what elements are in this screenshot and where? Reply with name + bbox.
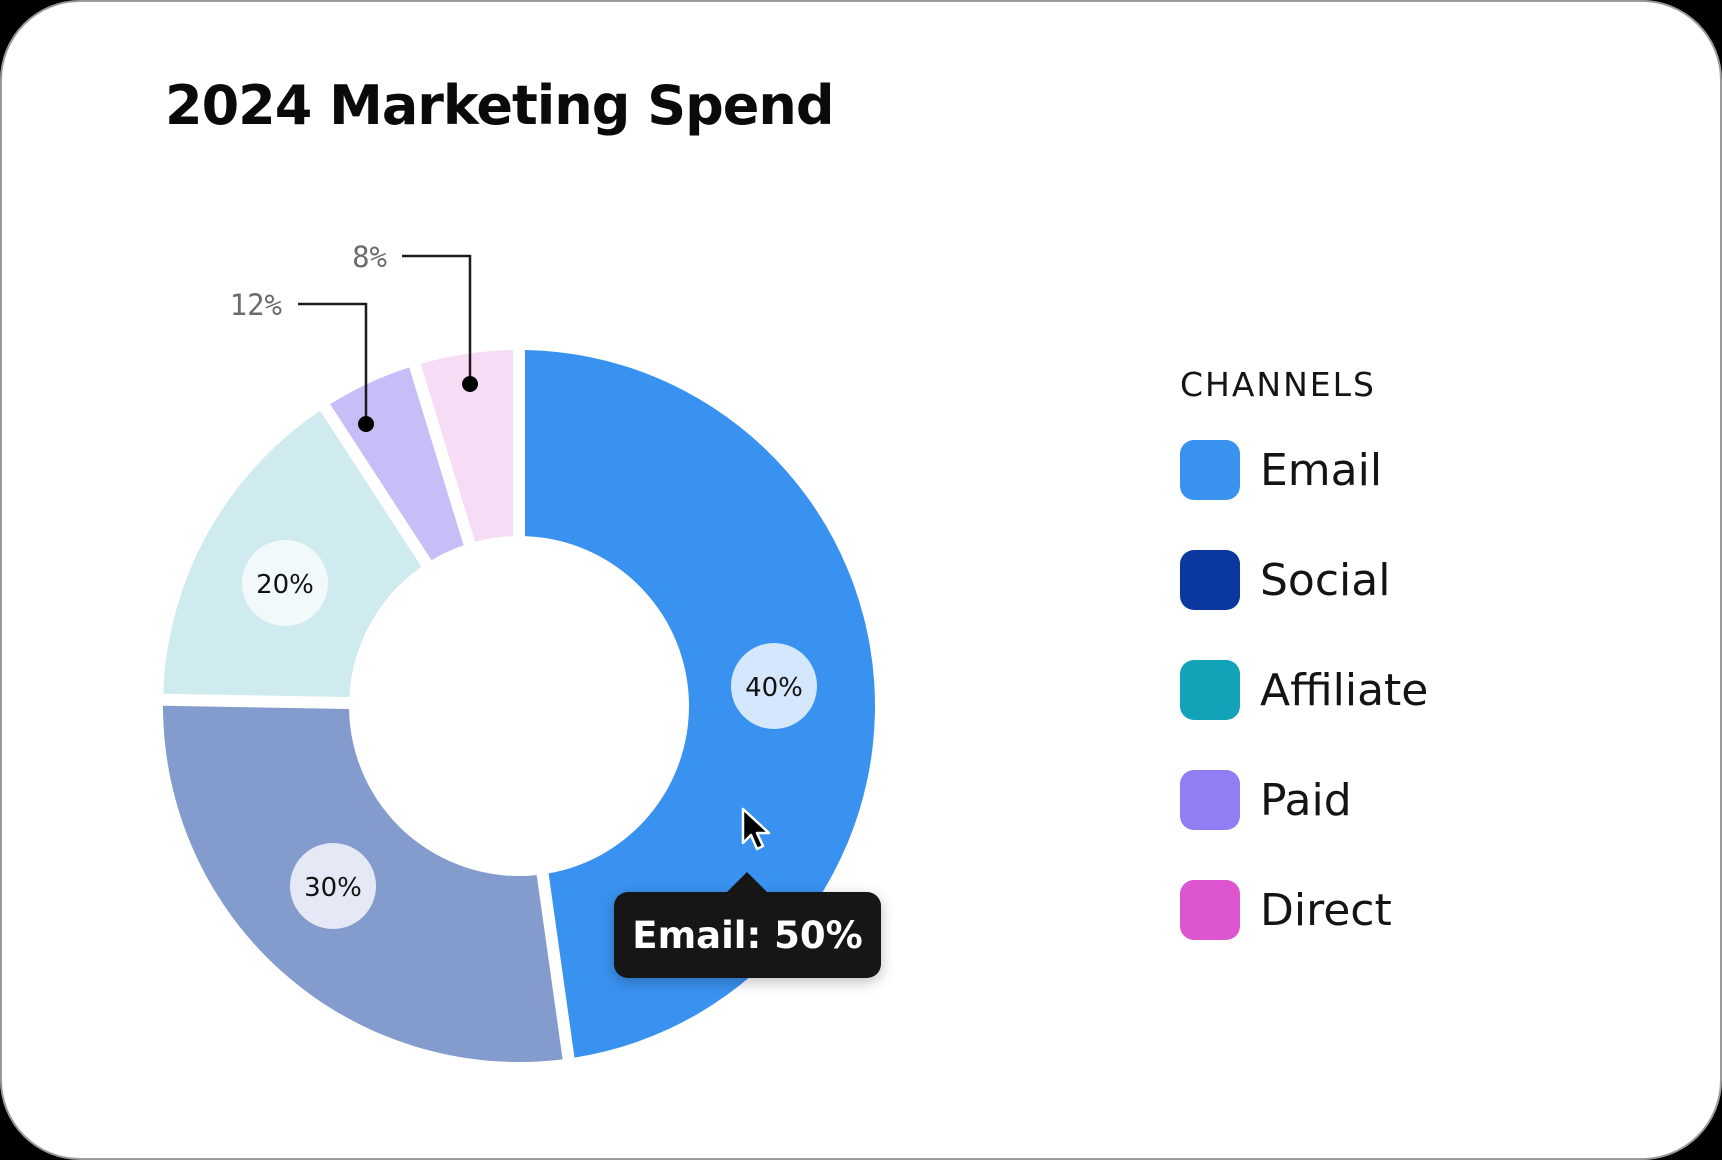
legend-item-email[interactable]: Email — [1180, 440, 1428, 500]
bubble-email-bg — [731, 643, 817, 729]
slice-email[interactable] — [524, 350, 876, 1058]
legend-label-affiliate: Affiliate — [1260, 664, 1429, 716]
legend: CHANNELS Email Social Affiliate Paid Dir… — [1180, 362, 1428, 990]
legend-label-social: Social — [1260, 554, 1391, 606]
slice-label-affiliate: 20% — [256, 570, 314, 600]
legend-item-paid[interactable]: Paid — [1180, 770, 1428, 830]
slice-label-social: 30% — [304, 873, 362, 903]
legend-item-social[interactable]: Social — [1180, 550, 1428, 610]
legend-label-email: Email — [1260, 444, 1383, 496]
bubble-affiliate: 20% — [242, 540, 328, 626]
legend-label-direct: Direct — [1260, 884, 1392, 936]
chart-tooltip: Email: 50% — [614, 872, 881, 978]
leader-line-direct — [402, 254, 472, 384]
leader-dot-paid — [358, 416, 374, 432]
leader-paid: 12% — [230, 288, 374, 432]
legend-label-paid: Paid — [1260, 774, 1352, 826]
legend-swatch-direct — [1180, 880, 1240, 940]
donut-slices — [162, 350, 876, 1062]
bubble-affiliate-bg — [242, 540, 328, 626]
legend-item-affiliate[interactable]: Affiliate — [1180, 660, 1428, 720]
bubble-email: 40% — [731, 643, 817, 729]
leader-direct: 8% — [352, 240, 478, 392]
bubble-social: 30% — [290, 843, 376, 929]
slice-label-email: 40% — [745, 673, 803, 703]
slice-direct[interactable] — [420, 350, 514, 542]
leader-dot-direct — [462, 376, 478, 392]
slice-label-direct: 8% — [352, 240, 387, 274]
legend-swatch-affiliate — [1180, 660, 1240, 720]
legend-title: CHANNELS — [1180, 365, 1376, 404]
legend-swatch-social — [1180, 550, 1240, 610]
legend-swatch-paid — [1180, 770, 1240, 830]
slice-paid[interactable] — [330, 367, 464, 561]
legend-item-direct[interactable]: Direct — [1180, 880, 1428, 940]
leader-line-paid — [298, 302, 368, 424]
bubble-social-bg — [290, 843, 376, 929]
mouse-cursor-icon — [741, 807, 771, 851]
tooltip-text: Email: 50% — [632, 913, 863, 957]
legend-swatch-email — [1180, 440, 1240, 500]
chart-title: 2024 Marketing Spend — [165, 74, 834, 137]
slice-label-paid: 12% — [230, 288, 282, 322]
